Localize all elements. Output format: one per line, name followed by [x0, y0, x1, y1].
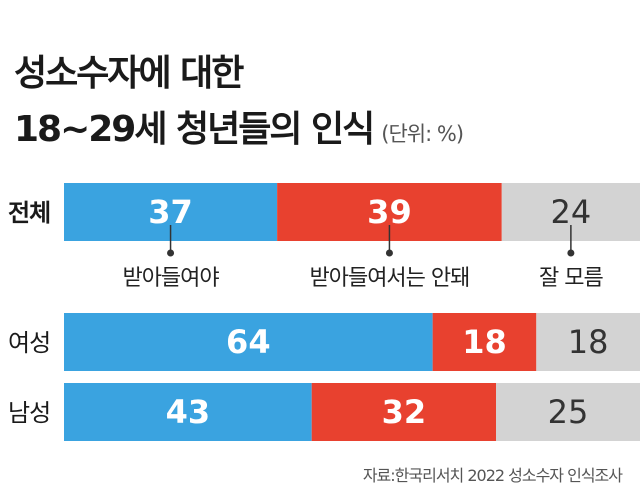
data-label: 18	[462, 323, 507, 361]
source-note: 자료:한국리서치 2022 성소수자 인식조사	[362, 466, 623, 485]
legend-label: 받아들여야	[122, 266, 219, 291]
data-label: 24	[551, 193, 592, 231]
data-label: 39	[367, 193, 412, 231]
legend-pointer-dot	[567, 249, 575, 257]
data-label: 25	[548, 393, 589, 431]
data-label: 43	[166, 393, 211, 431]
legend-label: 잘 모름	[539, 266, 603, 291]
bar-segment	[496, 383, 640, 441]
data-label: 32	[382, 393, 427, 431]
legend-label: 받아들여서는 안돼	[309, 266, 469, 291]
data-label: 37	[148, 193, 193, 231]
category-label: 남성	[8, 399, 50, 427]
chart-title-line2: 18~29세 청년들의 인식 (단위: %)	[14, 109, 464, 150]
bar-segment	[432, 313, 537, 371]
data-label: 64	[226, 323, 271, 361]
chart-title-text: 18~29세 청년들의 인식	[14, 109, 375, 150]
bar-segment	[311, 383, 496, 441]
category-label: 전체	[8, 199, 50, 227]
data-label: 18	[568, 323, 609, 361]
bar-segment	[536, 313, 640, 371]
legend-pointer-dot	[167, 249, 175, 257]
category-label: 여성	[8, 329, 50, 357]
chart-title-line1: 성소수자에 대한	[14, 53, 244, 94]
unit-label: (단위: %)	[381, 122, 464, 146]
bar-segment	[64, 383, 312, 441]
bar-segment	[64, 313, 433, 371]
legend-pointer-dot	[385, 249, 393, 257]
